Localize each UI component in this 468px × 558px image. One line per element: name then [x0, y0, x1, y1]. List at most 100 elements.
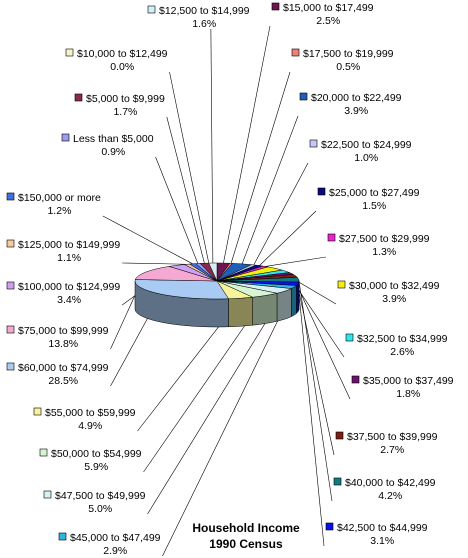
- slice-name: $12,500 to $14,999: [159, 5, 250, 17]
- slice-value: 0.0%: [110, 61, 134, 73]
- slice-name: $30,000 to $32,499: [349, 280, 440, 292]
- slice-value: 5.0%: [88, 503, 112, 515]
- legend-swatch: [58, 532, 67, 541]
- leader-lines: [102, 25, 351, 557]
- slice-side: [228, 296, 253, 328]
- leader-line: [102, 215, 193, 265]
- slice-name: $60,000 to $74,999: [18, 362, 109, 374]
- leader-line: [291, 273, 351, 400]
- slice-name: $17,500 to $19,999: [303, 48, 394, 60]
- slice-name: $15,000 to $17,499: [283, 2, 374, 14]
- leader-line: [265, 256, 327, 267]
- slice-name: $35,000 to $37,499: [363, 375, 454, 387]
- slice-name: $47,500 to $49,999: [55, 490, 146, 502]
- legend-swatch: [6, 281, 15, 290]
- slice-name: $75,000 to $99,999: [18, 325, 109, 337]
- leader-line: [166, 116, 205, 264]
- slice-name: $40,000 to $42,499: [345, 477, 436, 489]
- legend-swatch: [6, 362, 15, 371]
- slice-name: $37,500 to $39,999: [347, 431, 438, 443]
- chart-subtitle: 1990 Census: [209, 537, 283, 551]
- slice-value: 3.1%: [370, 535, 394, 547]
- slice-value: 1.3%: [372, 246, 396, 258]
- slice-value: 1.7%: [113, 106, 137, 118]
- leader-line: [122, 262, 188, 265]
- slice-value: 5.9%: [84, 461, 108, 473]
- legend-swatch: [317, 187, 326, 196]
- slice-value: 3.9%: [382, 293, 406, 305]
- legend-swatch: [351, 375, 360, 384]
- slice-name: $27,500 to $29,999: [339, 233, 430, 245]
- slice-name: $125,000 to $149,999: [18, 239, 120, 251]
- slice-side: [296, 281, 300, 315]
- legend-swatch: [39, 448, 48, 457]
- slice-value: 1.2%: [47, 205, 71, 217]
- slice-value: 0.9%: [101, 146, 125, 158]
- slice-name: $22,500 to $24,999: [321, 139, 412, 151]
- slice-name: $42,500 to $44,999: [337, 522, 428, 534]
- leader-line: [155, 156, 199, 264]
- slice-value: 13.8%: [48, 338, 78, 350]
- legend-swatch: [61, 133, 70, 142]
- leader-line: [147, 290, 286, 515]
- legend-swatch: [309, 139, 318, 148]
- slice-value: 4.2%: [378, 490, 402, 502]
- leader-line: [241, 115, 299, 264]
- slice-name: $150,000 or more: [18, 192, 101, 204]
- slice-value: 2.7%: [380, 444, 404, 456]
- slice-side: [291, 284, 297, 317]
- legend-swatch: [291, 48, 300, 57]
- slice-value: 3.4%: [57, 294, 81, 306]
- legend-swatch: [6, 325, 15, 334]
- leader-line: [298, 279, 333, 502]
- slice-value: 28.5%: [48, 375, 78, 387]
- slice-value: 0.5%: [336, 61, 360, 73]
- slice-side: [252, 292, 278, 326]
- legend-swatch: [335, 431, 344, 440]
- legend-swatch: [33, 407, 42, 416]
- legend-swatch: [327, 233, 336, 242]
- slice-value: 4.9%: [78, 420, 102, 432]
- leader-line: [223, 25, 271, 264]
- legend-swatch: [147, 5, 156, 14]
- slice-value: 2.9%: [103, 545, 127, 557]
- slice-name: $25,000 to $27,499: [329, 187, 420, 199]
- slice-value: 1.6%: [192, 18, 216, 30]
- pie-depth: [134, 280, 300, 328]
- legend-swatch: [271, 2, 280, 11]
- slice-value: 2.5%: [316, 15, 340, 27]
- legend-swatch: [6, 192, 15, 201]
- legend-swatch: [299, 92, 308, 101]
- leader-line: [253, 162, 309, 266]
- slice-name: $100,000 to $124,999: [18, 281, 120, 293]
- leader-line: [169, 71, 210, 264]
- legend-swatch: [325, 522, 334, 531]
- slice-value: 1.8%: [396, 388, 420, 400]
- chart-title: Household Income: [192, 521, 300, 535]
- slice-name: $55,000 to $59,999: [45, 407, 136, 419]
- leader-line: [162, 286, 295, 557]
- leader-line: [295, 275, 335, 456]
- slice-value: 1.5%: [362, 200, 386, 212]
